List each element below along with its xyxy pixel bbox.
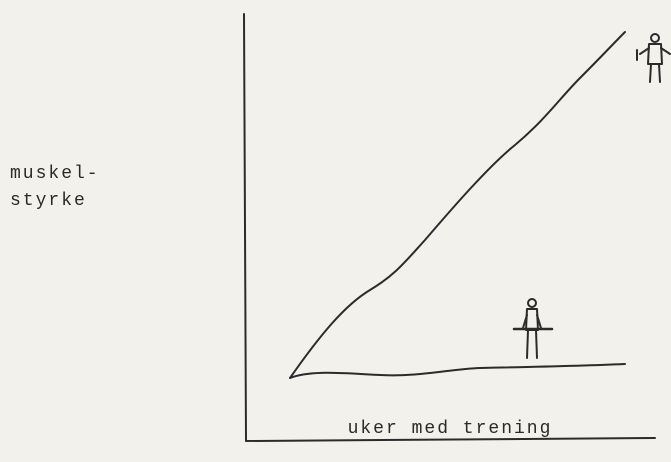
x-axis-label: uker med trening (348, 419, 553, 439)
diagram: muskel- styrke uker med trening (0, 0, 671, 462)
y-axis-label: muskel- (10, 164, 100, 184)
paper (0, 0, 671, 462)
y-axis-label: styrke (10, 191, 87, 211)
